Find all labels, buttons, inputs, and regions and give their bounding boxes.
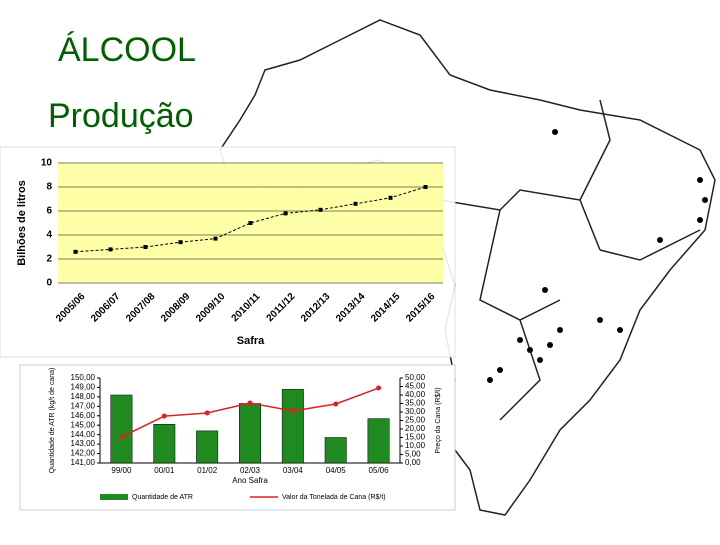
point <box>290 408 296 414</box>
y2-tick-label: 40,00 <box>405 390 426 399</box>
y-tick-label: 4 <box>46 230 52 241</box>
point <box>388 195 393 200</box>
x-tick-label: 05/06 <box>369 466 390 475</box>
y-tick-label: 145,00 <box>71 420 96 429</box>
legend-label: Valor da Tonelada de Cana (R$/t) <box>282 494 386 501</box>
point <box>73 249 78 254</box>
y-tick-label: 143,00 <box>71 439 96 448</box>
x-tick-label: 03/04 <box>283 466 304 475</box>
y2-tick-label: 35,00 <box>405 399 426 408</box>
bar <box>110 394 133 464</box>
x-tick-label: 04/05 <box>326 466 347 475</box>
line <box>75 186 426 253</box>
map-points <box>487 129 708 383</box>
y-tick-label: 148,00 <box>71 392 96 401</box>
y2-tick-label: 20,00 <box>405 424 426 433</box>
point <box>333 401 339 407</box>
y2-tick-label: 5,00 <box>405 450 421 459</box>
point <box>376 385 382 391</box>
y-tick-label: 10 <box>41 158 53 169</box>
point <box>161 413 167 419</box>
point <box>143 245 148 249</box>
bar <box>281 389 304 464</box>
y-tick-label: 147,00 <box>71 401 96 410</box>
x-tick-label: 00/01 <box>154 466 175 475</box>
y2-tick-label: 50,00 <box>405 373 426 382</box>
y2-tick-label: 30,00 <box>405 407 426 416</box>
point <box>283 211 288 216</box>
x-tick-label: 02/03 <box>240 466 261 475</box>
y-tick-label: 8 <box>46 182 52 193</box>
bar <box>367 418 390 464</box>
x-axis-label: Safra <box>237 335 265 347</box>
y-axis-label: Quantidade de ATR (kg/t de cana) <box>49 368 56 474</box>
point <box>353 201 358 206</box>
x-tick-label: 99/00 <box>111 466 132 475</box>
y-tick-label: 6 <box>46 206 52 217</box>
y-tick-label: 2 <box>46 254 52 265</box>
point <box>248 221 253 225</box>
point <box>213 236 218 241</box>
y2-tick-label: 10,00 <box>405 441 426 450</box>
y2-axis-label: Preço da Cana (R$/t) <box>435 387 442 453</box>
bar <box>239 403 261 464</box>
y2-tick-label: 25,00 <box>405 416 426 425</box>
point <box>423 185 428 189</box>
y-tick-label: 144,00 <box>71 430 96 439</box>
point <box>318 207 323 212</box>
y2-tick-label: 0,00 <box>405 458 421 467</box>
point <box>118 434 124 440</box>
point <box>178 240 183 245</box>
y2-tick-label: 45,00 <box>405 382 426 391</box>
x-axis-label: Ano Safra <box>232 476 268 485</box>
bar <box>196 430 219 464</box>
y-tick-label: 146,00 <box>71 411 96 420</box>
slide-title: ÁLCOOL <box>58 31 196 69</box>
bar <box>153 424 176 464</box>
slide-subtitle: Produção <box>48 97 194 135</box>
y-tick-label: 149,00 <box>71 383 96 392</box>
point <box>108 247 113 252</box>
x-tick-label: 01/02 <box>197 466 218 475</box>
y-tick-label: 142,00 <box>71 449 96 458</box>
y-axis-label: Bilhões de litros <box>16 180 28 266</box>
y-tick-label: 0 <box>46 278 52 289</box>
y-tick-label: 141,00 <box>71 458 96 467</box>
legend-swatch <box>100 494 128 500</box>
legend-label: Quantidade de ATR <box>132 494 193 501</box>
point <box>247 400 253 406</box>
y2-tick-label: 15,00 <box>405 433 426 442</box>
y-tick-label: 150,00 <box>71 373 96 382</box>
point <box>204 410 210 416</box>
bar <box>324 437 347 464</box>
